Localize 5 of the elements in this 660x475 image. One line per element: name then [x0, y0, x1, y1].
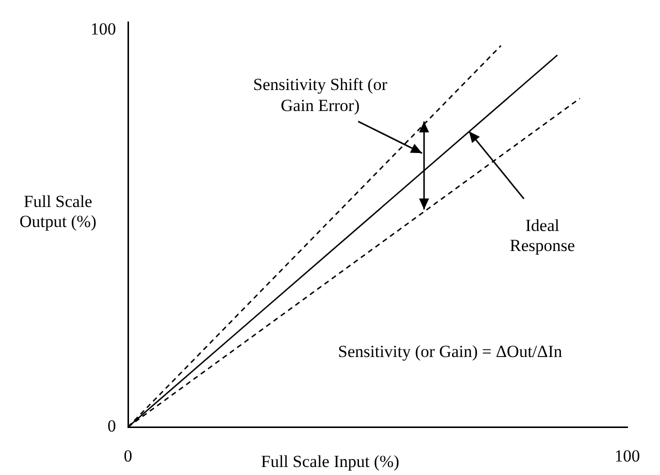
x-axis-title: Full Scale Input (%): [261, 452, 400, 472]
y-axis-title: Full Scale Output (%): [18, 192, 98, 232]
annotation: Ideal Response: [508, 216, 576, 257]
annotation: Sensitivity Shift (or Gain Error): [252, 75, 388, 116]
annotation: Sensitivity (or Gain) = ΔOut/ΔIn: [338, 342, 562, 362]
